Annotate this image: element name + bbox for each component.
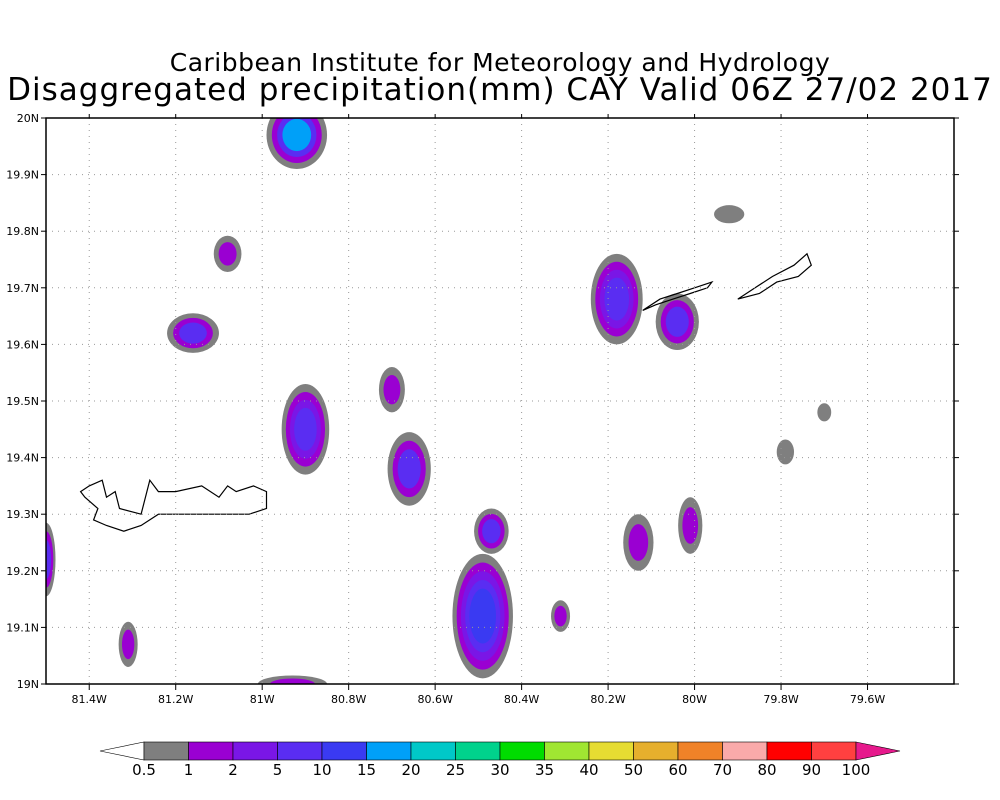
colorbar-swatch [499,741,545,761]
colorbar-low-arrow [99,741,145,761]
x-tick-label: 80.6W [417,693,452,706]
colorbar-swatch [277,741,323,761]
colorbar-label: 70 [713,761,732,779]
precip-contour [218,242,237,266]
precip-contour [294,407,317,451]
colorbar-swatch [366,741,412,761]
x-tick-label: 80.2W [590,693,625,706]
chart-subtitle: Disaggregated precipitation(mm) CAY Vali… [7,72,993,108]
colorbar-swatch [455,741,501,761]
y-tick-label: 19.3N [6,508,39,521]
colorbar-label: 80 [757,761,776,779]
precip-contour [604,277,630,321]
precip-contour [714,205,745,224]
x-tick-label: 81.2W [158,693,193,706]
x-tick-label: 80.4W [504,693,539,706]
colorbar-label: 90 [802,761,821,779]
y-tick-label: 19.5N [6,395,39,408]
y-tick-label: 19N [17,678,39,691]
colorbar-swatch [588,741,634,761]
precip-contour [179,322,207,344]
colorbar-label: 40 [579,761,598,779]
chart-title: Caribbean Institute for Meteorology and … [169,48,831,77]
colorbar-label: 20 [401,761,420,779]
precip-contour [628,524,649,561]
x-tick-label: 79.8W [763,693,798,706]
colorbar-label: 60 [668,761,687,779]
precip-contour [776,439,795,465]
colorbar-label: 15 [357,761,376,779]
colorbar-label: 35 [535,761,554,779]
precip-contour [383,374,401,405]
y-tick-label: 19.2N [6,565,39,578]
y-tick-label: 19.8N [6,225,39,238]
precip-contour [665,306,689,337]
colorbar: 0.5 1 2 5 10 15 20 25 30 35 40 50 60 70 80 90 100 [99,741,901,779]
colorbar-high-arrow [855,741,901,761]
y-tick-label: 19.7N [6,282,39,295]
axis-ticks: 81.4W 81.2W 81W 80.8W 80.6W 80.4W 80.2W 80W 79.8… [6,112,959,706]
x-tick-label: 81W [250,693,275,706]
colorbar-swatch [811,741,857,761]
precip-contour [682,507,699,544]
precip-contour [554,605,567,627]
colorbar-label: 1 [184,761,194,779]
colorbar-swatch [633,741,679,761]
colorbar-label: 0.5 [132,761,156,779]
colorbar-label: 2 [228,761,238,779]
colorbar-label: 25 [446,761,465,779]
precip-contour [46,539,52,580]
grid-lines [46,118,954,684]
y-tick-label: 20N [17,112,39,125]
colorbar-swatch [232,741,278,761]
x-tick-label: 80.8W [331,693,366,706]
precip-contour [397,449,421,489]
precip-contour [817,403,832,422]
x-tick-label: 79.6W [850,693,885,706]
x-tick-label: 80W [682,693,707,706]
colorbar-swatch [677,741,723,761]
colorbar-swatch [410,741,456,761]
colorbar-swatch [722,741,768,761]
colorbar-swatch [766,741,812,761]
colorbar-swatch [143,741,189,761]
precip-contour [269,678,315,684]
y-tick-label: 19.1N [6,621,39,634]
island-outline [79,478,268,532]
island-outline [642,280,714,311]
colorbar-label: 30 [490,761,509,779]
x-tick-label: 81.4W [72,693,107,706]
colorbar-label: 5 [273,761,283,779]
colorbar-swatch [544,741,590,761]
precip-contour [282,118,312,152]
colorbar-swatch [321,741,367,761]
precip-contour [469,588,497,644]
island-outline [737,252,813,300]
coastline-layer [79,252,813,532]
y-tick-label: 19.9N [6,169,39,182]
colorbar-label: 100 [842,761,871,779]
y-tick-label: 19.4N [6,452,39,465]
precipitation-layer [46,118,832,684]
precip-contour [121,629,135,660]
colorbar-label: 10 [312,761,331,779]
colorbar-swatch [188,741,234,761]
colorbar-label: 50 [624,761,643,779]
precip-contour [482,519,501,544]
y-tick-label: 19.6N [6,338,39,351]
